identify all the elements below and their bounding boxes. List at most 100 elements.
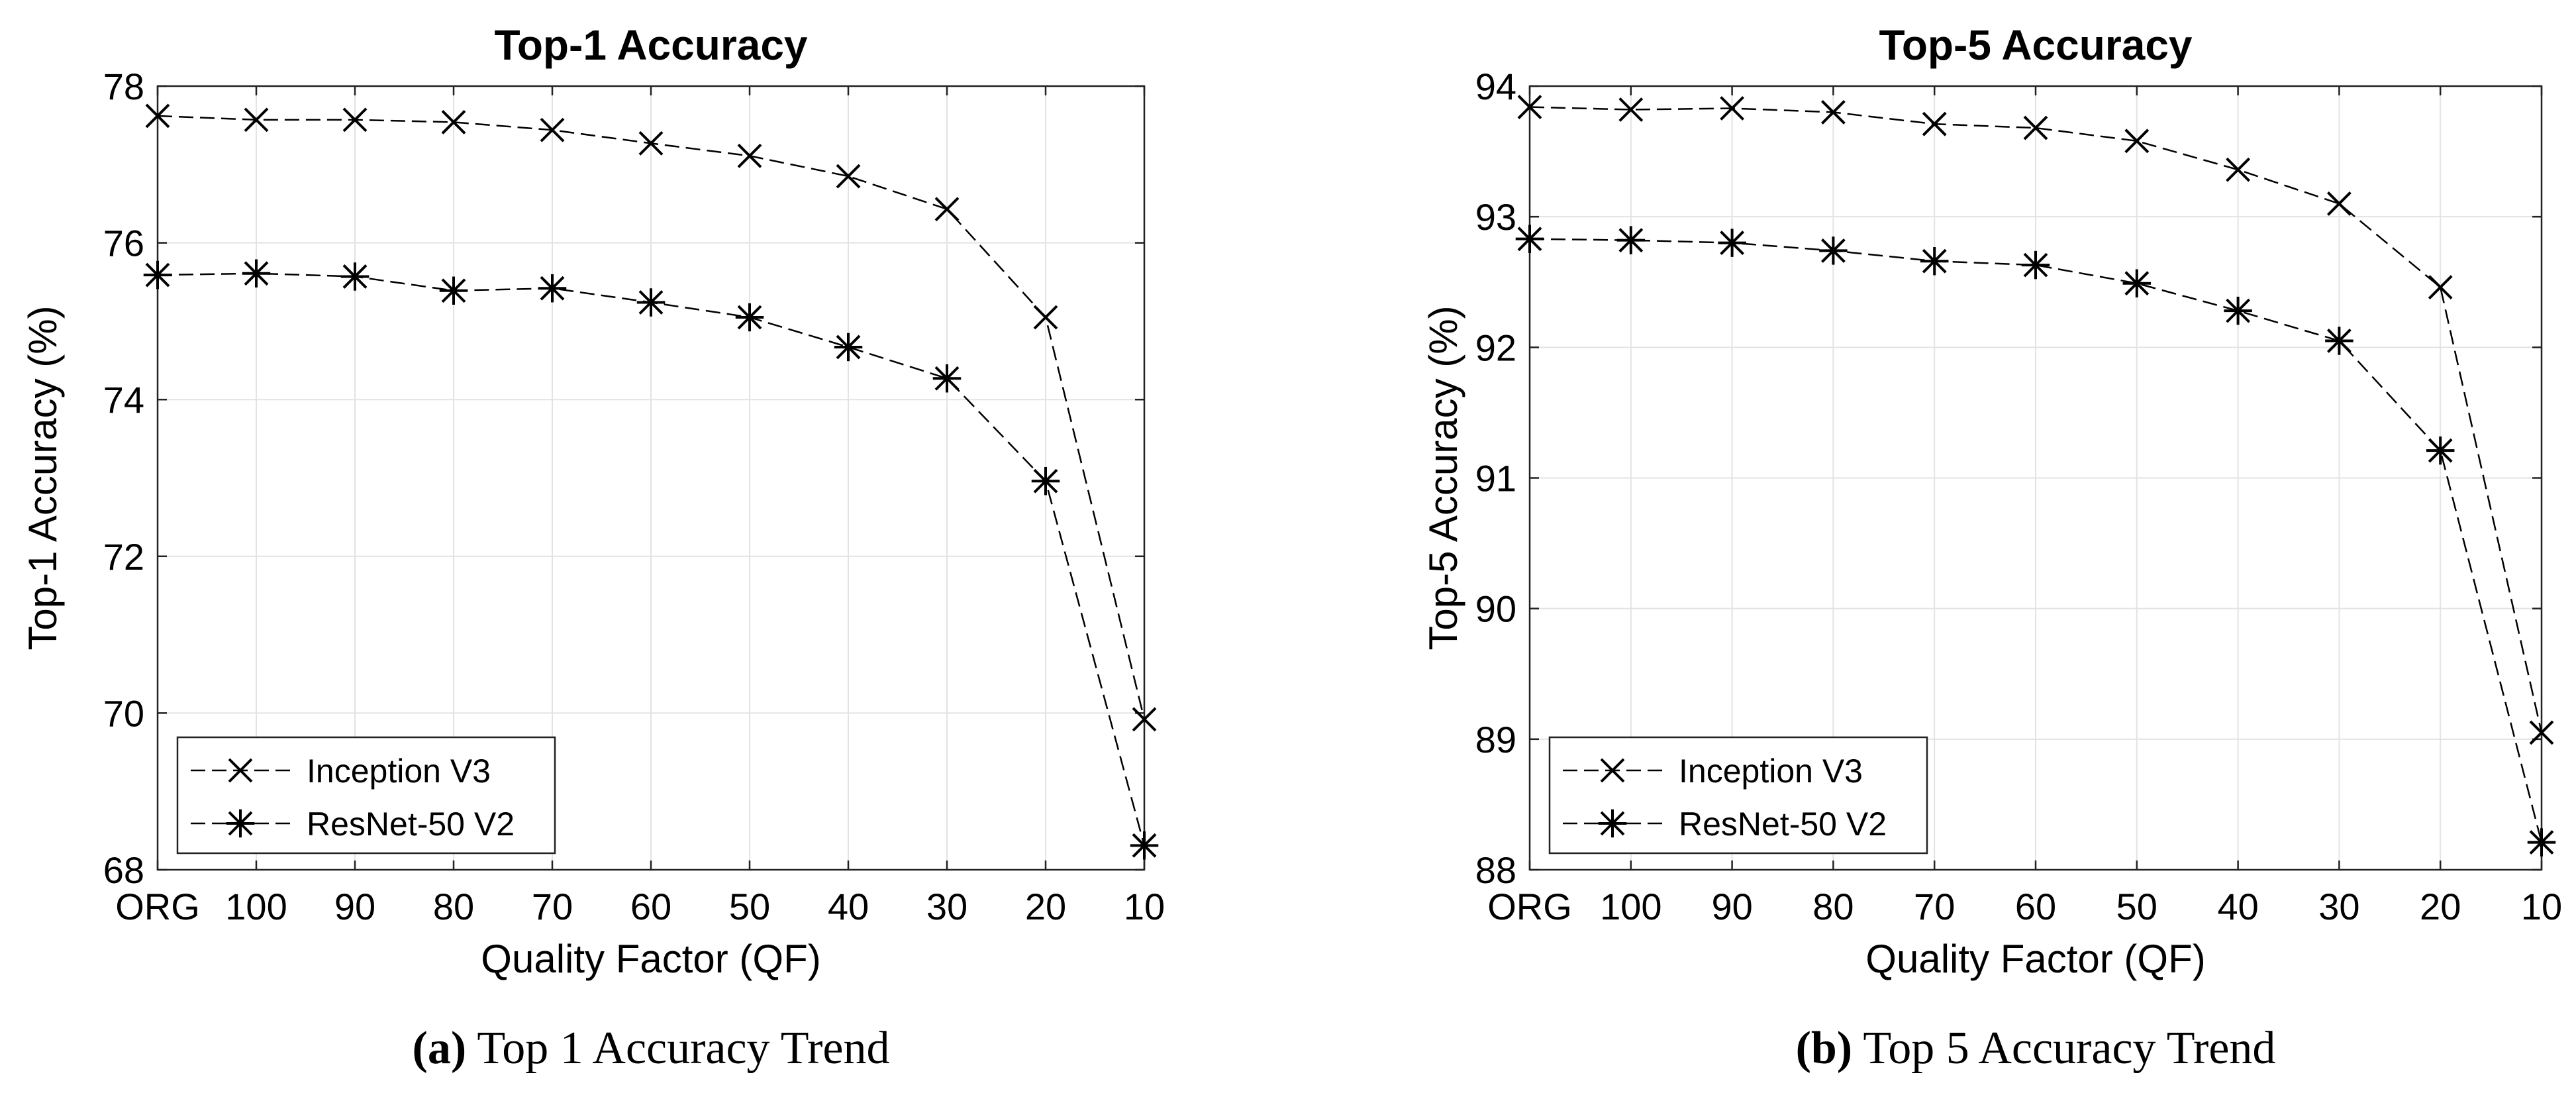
data-point bbox=[2122, 269, 2152, 297]
x-tick-label: 10 bbox=[1124, 886, 1165, 927]
data-point bbox=[1820, 100, 1846, 125]
data-point bbox=[2426, 436, 2455, 465]
x-tick-label: 60 bbox=[630, 886, 671, 927]
data-point bbox=[2428, 275, 2453, 300]
data-point bbox=[1720, 96, 1745, 121]
x-tick-label: ORG bbox=[1487, 886, 1572, 927]
data-point bbox=[2021, 250, 2050, 280]
series-line bbox=[1529, 238, 2543, 843]
legend-marker bbox=[228, 758, 253, 783]
data-point bbox=[1922, 111, 1947, 136]
data-point bbox=[834, 333, 863, 362]
data-point bbox=[441, 110, 466, 134]
data-point bbox=[439, 276, 468, 305]
chart-panel-1: ORG 100 90 80 70 60 50 40 30 20 10 68 70 72 74 76 78 Top-… bbox=[21, 21, 1165, 1074]
data-point bbox=[1033, 305, 1058, 330]
data-point bbox=[143, 260, 172, 289]
data-point bbox=[2527, 828, 2556, 857]
x-tick-label: 50 bbox=[2116, 886, 2157, 927]
x-tick-label: 70 bbox=[532, 886, 573, 927]
data-point bbox=[1718, 229, 1746, 257]
data-point bbox=[934, 197, 960, 222]
x-tick-label: 90 bbox=[334, 886, 375, 927]
data-point bbox=[538, 274, 567, 303]
legend-entry: Inception V3 bbox=[1563, 753, 1863, 790]
y-tick-label: 91 bbox=[1475, 458, 1516, 499]
chart-panel-2: ORG 100 90 80 70 60 50 40 30 20 10 88 89 90 91 92 93 94 To… bbox=[1421, 21, 2562, 1074]
caption-text: Top 5 Accuracy Trend bbox=[1852, 1023, 2275, 1074]
legend-label: ResNet-50 V2 bbox=[1679, 806, 1887, 843]
data-point bbox=[242, 259, 271, 287]
y-tick-label: 76 bbox=[103, 223, 144, 264]
data-point bbox=[737, 143, 762, 168]
data-point bbox=[342, 107, 368, 132]
data-point bbox=[836, 164, 861, 189]
legend-label: Inception V3 bbox=[307, 753, 491, 790]
data-point bbox=[932, 364, 962, 393]
data-point bbox=[244, 107, 269, 132]
data-point bbox=[638, 130, 664, 156]
legend-marker bbox=[1598, 809, 1627, 838]
data-point bbox=[1132, 707, 1157, 732]
y-tick-label: 72 bbox=[103, 536, 144, 578]
data-point bbox=[540, 117, 565, 142]
data-point bbox=[1130, 831, 1159, 860]
caption: (b) Top 5 Accuracy Trend bbox=[1796, 1023, 2276, 1074]
data-point bbox=[145, 103, 170, 129]
series-resnet-50-v2 bbox=[143, 259, 1159, 860]
grid bbox=[158, 86, 1144, 870]
data-point bbox=[1618, 97, 1644, 122]
x-tick-label: 10 bbox=[2521, 886, 2562, 927]
data-point bbox=[1819, 236, 1848, 265]
series-resnet-50-v2 bbox=[1515, 225, 2556, 857]
legend-label: ResNet-50 V2 bbox=[307, 806, 515, 843]
series-inception-v3 bbox=[1517, 95, 2554, 745]
legend: Inception V3 ResNet-50 V2 bbox=[1548, 736, 1928, 855]
legend-marker bbox=[226, 809, 255, 838]
y-tick-label: 92 bbox=[1475, 327, 1516, 368]
legend-entry: ResNet-50 V2 bbox=[191, 806, 515, 843]
legend: Inception V3 ResNet-50 V2 bbox=[176, 736, 556, 855]
data-point bbox=[735, 303, 764, 332]
x-tick-label: 100 bbox=[225, 886, 287, 927]
legend-label: Inception V3 bbox=[1679, 753, 1863, 790]
x-tick-label: ORG bbox=[115, 886, 200, 927]
x-axis-label: Quality Factor (QF) bbox=[1865, 937, 2205, 981]
y-axis-label: Top-1 Accuracy (%) bbox=[21, 305, 65, 650]
y-tick-label: 70 bbox=[103, 692, 144, 734]
data-point bbox=[2529, 720, 2554, 745]
x-tick-label: 100 bbox=[1600, 886, 1661, 927]
data-point bbox=[1920, 246, 1949, 276]
x-tick-label: 80 bbox=[1812, 886, 1854, 927]
caption: (a) Top 1 Accuracy Trend bbox=[413, 1023, 890, 1074]
x-axis-label: Quality Factor (QF) bbox=[481, 937, 820, 981]
x-tick-label: 60 bbox=[2015, 886, 2056, 927]
data-point bbox=[1517, 95, 1542, 119]
x-tick-label: 40 bbox=[828, 886, 869, 927]
series-inception-v3 bbox=[145, 103, 1157, 732]
chart-title: Top-1 Accuracy bbox=[494, 21, 807, 69]
data-point bbox=[1616, 226, 1646, 254]
caption-letter: (b) bbox=[1796, 1023, 1853, 1074]
y-tick-label: 94 bbox=[1475, 66, 1516, 107]
x-tick-label: 30 bbox=[2318, 886, 2359, 927]
legend-marker bbox=[1600, 758, 1625, 783]
x-tick-label: 80 bbox=[433, 886, 474, 927]
chart-title: Top-5 Accuracy bbox=[1879, 21, 2192, 69]
data-point bbox=[2226, 157, 2251, 182]
x-tick-label: 40 bbox=[2217, 886, 2258, 927]
data-point bbox=[2326, 191, 2352, 216]
data-point bbox=[340, 262, 370, 291]
data-point bbox=[1031, 466, 1060, 495]
data-point bbox=[2325, 327, 2353, 355]
x-tick-label: 90 bbox=[1711, 886, 1752, 927]
legend-box bbox=[1548, 736, 1928, 855]
y-tick-label: 89 bbox=[1475, 719, 1516, 760]
y-tick-label: 93 bbox=[1475, 196, 1516, 238]
x-tick-label: 50 bbox=[729, 886, 770, 927]
x-tick-label: 70 bbox=[1914, 886, 1955, 927]
data-point bbox=[2023, 115, 2048, 140]
legend-entry: Inception V3 bbox=[191, 753, 491, 790]
data-point bbox=[636, 288, 666, 317]
